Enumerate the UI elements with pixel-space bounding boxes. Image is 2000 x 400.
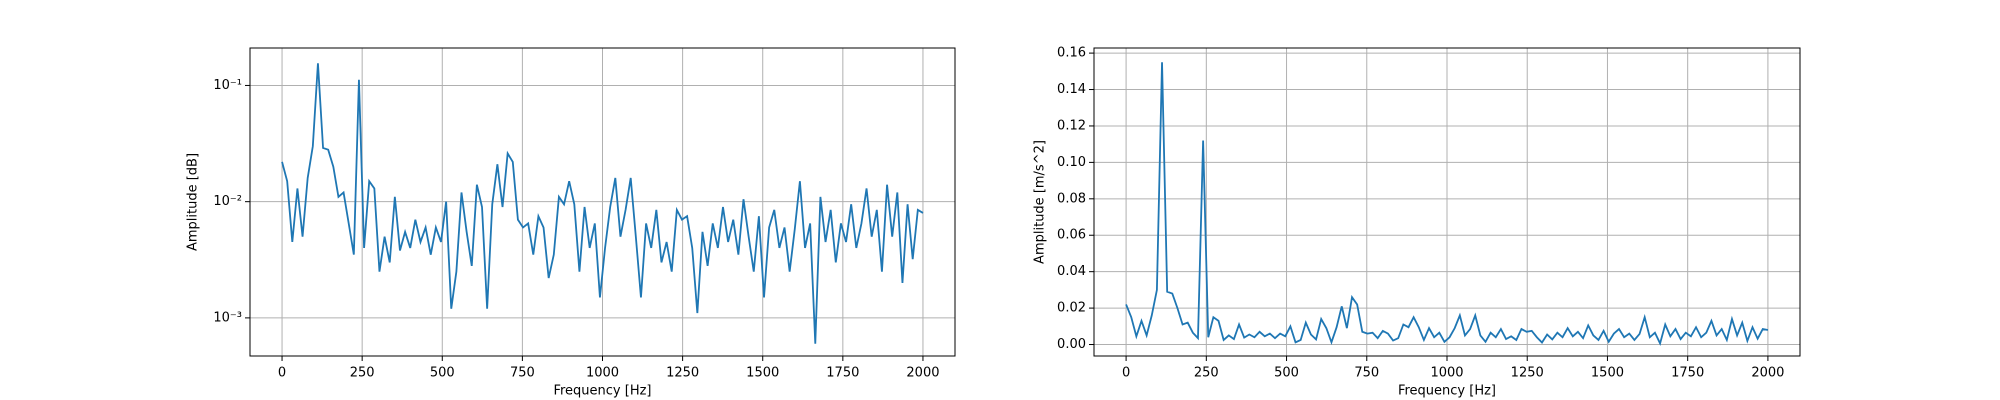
- x-tick-label: 750: [510, 366, 535, 381]
- y-tick-label: 0.02: [1057, 301, 1086, 316]
- x-tick-label: 1500: [1591, 366, 1624, 381]
- x-axis-label: Frequency [Hz]: [553, 384, 651, 399]
- y-tick-label: 0.04: [1057, 264, 1086, 279]
- data-line: [1125, 62, 1769, 347]
- y-tick-label: 0.12: [1057, 118, 1086, 133]
- y-tick-label: 0.10: [1057, 155, 1086, 170]
- y-axis-label: Amplitude [m/s^2]: [1033, 140, 1048, 264]
- x-tick-label: 1500: [746, 366, 779, 381]
- x-tick-label: 250: [1194, 366, 1219, 381]
- x-tick-label: 250: [350, 366, 375, 381]
- y-tick-label: 0.06: [1057, 228, 1086, 243]
- x-tick-label: 2000: [906, 366, 939, 381]
- x-tick-label: 0: [278, 366, 286, 381]
- x-tick-label: 750: [1354, 366, 1379, 381]
- axes-frame: [249, 47, 956, 357]
- y-tick-label: 0.00: [1057, 337, 1086, 352]
- x-tick-label: 1250: [666, 366, 699, 381]
- x-tick-label: 1750: [826, 366, 859, 381]
- y-axis-label: Amplitude [dB]: [186, 153, 201, 251]
- y-tick-label: 0.08: [1057, 191, 1086, 206]
- y-tick-label: 10⁻¹: [213, 78, 242, 93]
- x-tick-label: 1000: [586, 366, 619, 381]
- data-line: [281, 63, 924, 344]
- x-tick-label: 500: [1274, 366, 1299, 381]
- x-tick-label: 0: [1122, 366, 1130, 381]
- y-tick-label: 0.16: [1057, 46, 1086, 61]
- y-tick-label: 0.14: [1057, 82, 1086, 97]
- x-tick-label: 1750: [1671, 366, 1704, 381]
- x-tick-label: 2000: [1751, 366, 1784, 381]
- axes-frame: [1093, 47, 1801, 357]
- x-tick-label: 500: [430, 366, 455, 381]
- y-tick-label: 10⁻²: [213, 194, 242, 209]
- x-tick-label: 1000: [1430, 366, 1463, 381]
- x-axis-label: Frequency [Hz]: [1398, 384, 1496, 399]
- y-tick-label: 10⁻³: [213, 310, 242, 325]
- x-tick-label: 1250: [1511, 366, 1544, 381]
